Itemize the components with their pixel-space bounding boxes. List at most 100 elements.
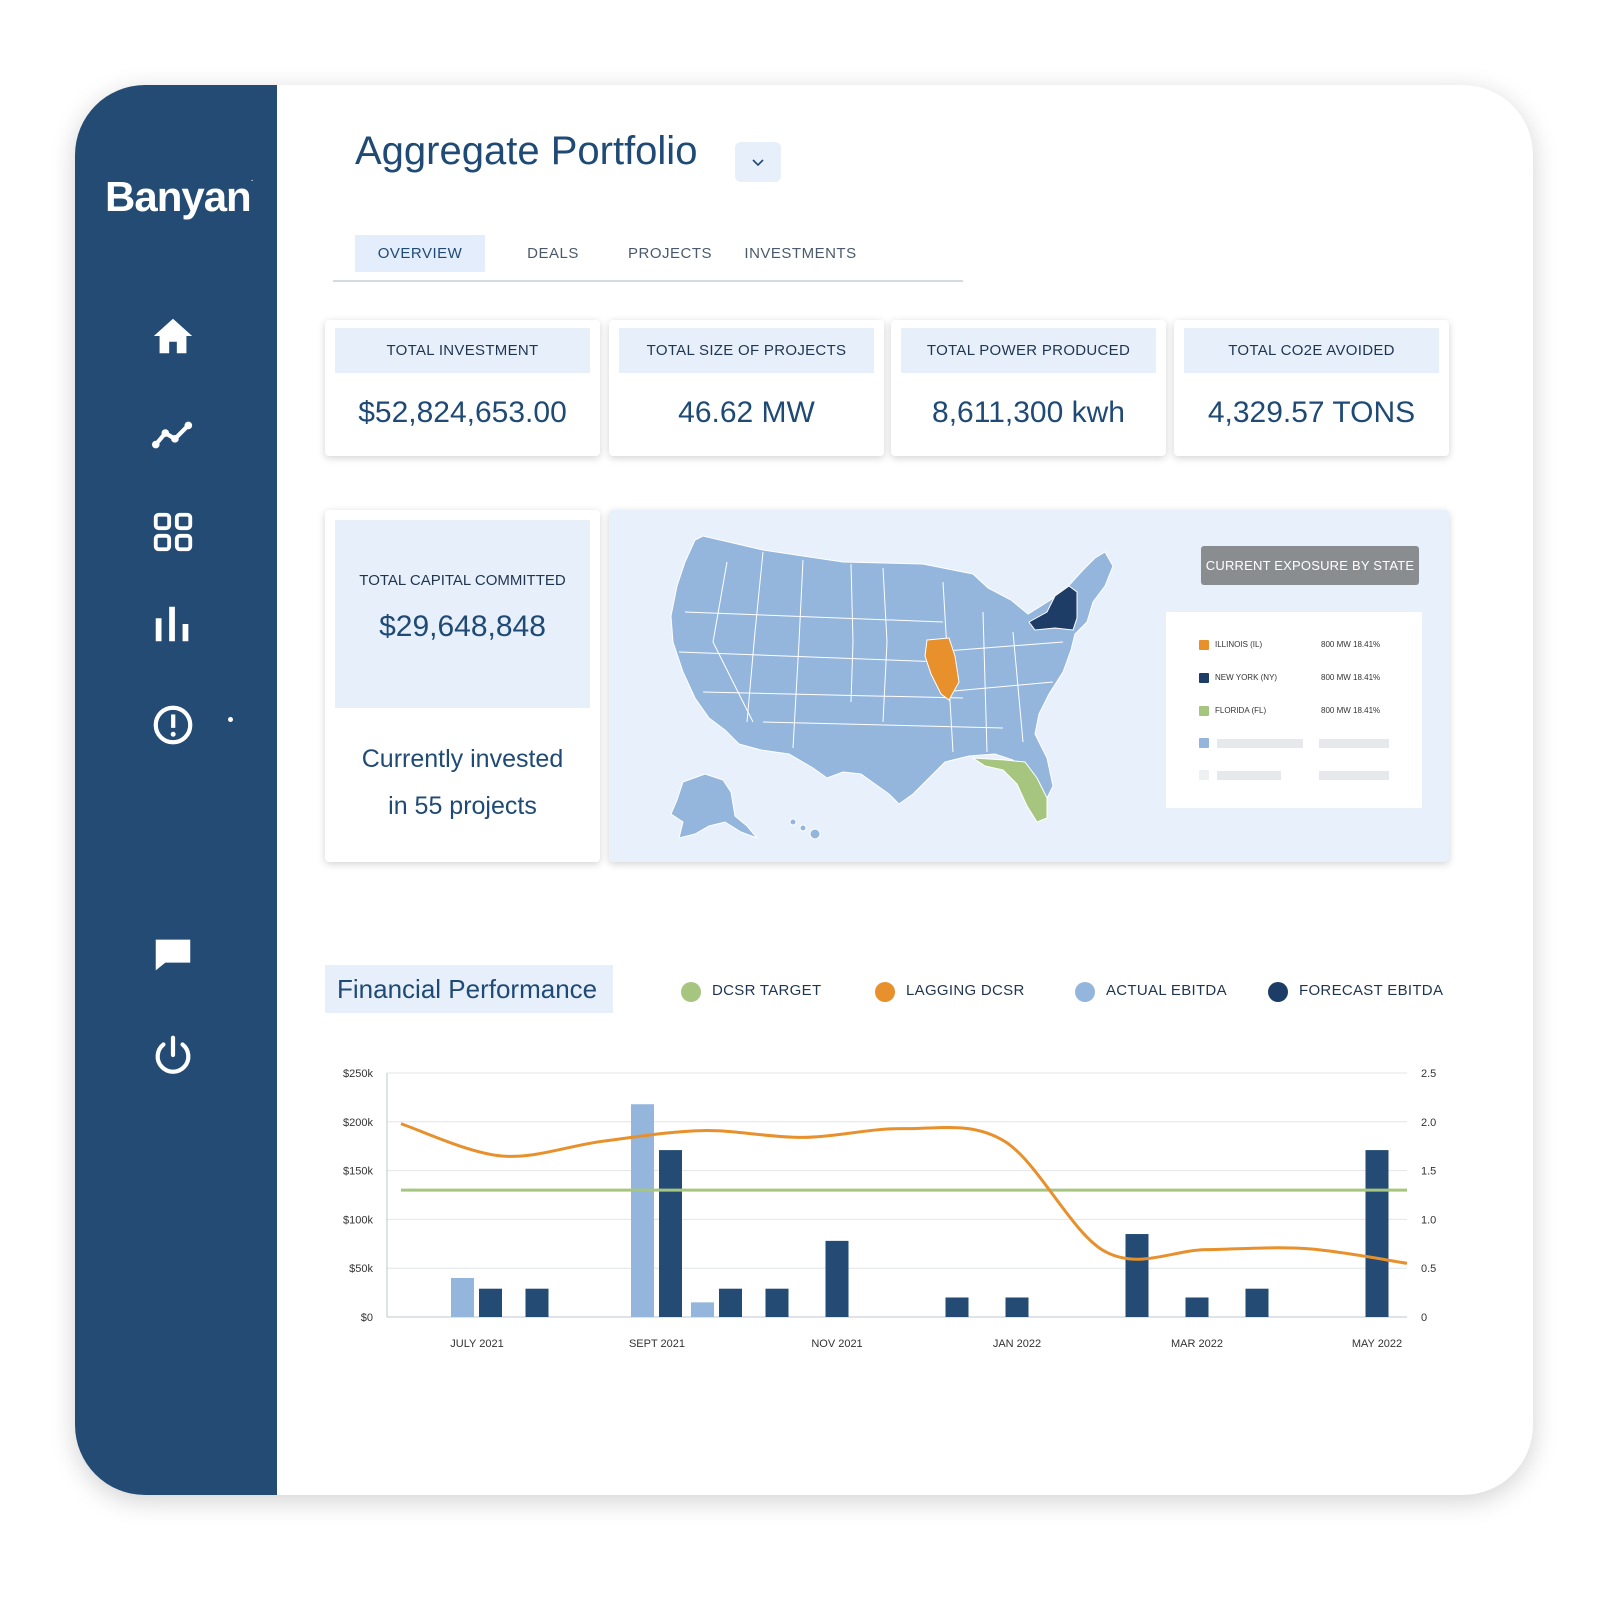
legend-dot	[681, 982, 701, 1002]
y-tick-label-right: 2.5	[1421, 1068, 1436, 1080]
tab-deals[interactable]: DEALS	[527, 245, 579, 262]
x-tick-label: JAN 2022	[993, 1338, 1041, 1350]
bar-forecast-ebitda	[1005, 1297, 1029, 1317]
state-florida	[971, 757, 1048, 823]
kpi-card-total-investment: TOTAL INVESTMENT $52,824,653.00	[325, 320, 600, 456]
kpi-value: 4,329.57 TONS	[1207, 396, 1416, 429]
y-tick-label-left: $200k	[343, 1117, 373, 1129]
kpi-value: $52,824,653.00	[358, 396, 567, 429]
alert-icon[interactable]	[148, 700, 198, 750]
legend-dot	[1075, 982, 1095, 1002]
bar-forecast-ebitda	[525, 1288, 549, 1317]
legend-dot	[875, 982, 895, 1002]
kpi-label: TOTAL SIZE OF PROJECTS	[619, 328, 874, 373]
legend-placeholder	[1217, 771, 1281, 780]
bar-forecast-ebitda	[1245, 1288, 1269, 1317]
kpi-label: TOTAL INVESTMENT	[335, 328, 590, 373]
legend-placeholder-swatch	[1199, 770, 1209, 780]
trend-line-icon[interactable]	[148, 410, 198, 460]
y-tick-label-left: $250k	[343, 1068, 373, 1080]
kpi-value: 46.62 MW	[678, 396, 815, 429]
legend-swatch	[1199, 706, 1209, 716]
tab-projects[interactable]: PROJECTS	[627, 245, 712, 262]
exposure-map-card: CURRENT EXPOSURE BY STATE ILLINOIS (IL) …	[609, 510, 1449, 862]
tab-bar: OVERVIEW DEALS PROJECTS INVESTMENTS	[333, 235, 963, 282]
power-icon[interactable]	[148, 1030, 198, 1080]
legend-placeholder	[1319, 739, 1389, 748]
bar-forecast-ebitda	[1185, 1297, 1209, 1317]
legend-row-illinois: ILLINOIS (IL) 800 MW 18.41%	[1199, 639, 1399, 651]
capital-value: $29,648,848	[379, 610, 546, 643]
x-tick-label: MAY 2022	[1352, 1338, 1402, 1350]
x-tick-label: SEPT 2021	[629, 1338, 685, 1350]
y-tick-label-left: $0	[361, 1312, 373, 1324]
app-window: Banyan. Aggregate Portfolio OVERVIE	[75, 85, 1533, 1495]
financial-title: Financial Performance	[325, 965, 613, 1013]
exposure-legend: ILLINOIS (IL) 800 MW 18.41% NEW YORK (NY…	[1166, 612, 1422, 808]
legend-dot	[1268, 982, 1288, 1002]
exposure-badge[interactable]: CURRENT EXPOSURE BY STATE	[1201, 546, 1419, 585]
notification-dot	[228, 717, 233, 722]
kpi-card-total-size: TOTAL SIZE OF PROJECTS 46.62 MW	[609, 320, 884, 456]
sidebar: Banyan.	[75, 85, 277, 1495]
lagging-dcsr-line	[400, 1122, 1408, 1265]
grid-icon[interactable]	[148, 507, 198, 557]
us-map[interactable]	[643, 522, 1123, 842]
y-tick-label-left: $150k	[343, 1166, 373, 1178]
legend-placeholder	[1319, 771, 1389, 780]
bar-forecast-ebitda	[1125, 1234, 1149, 1317]
bar-chart-icon[interactable]	[148, 599, 198, 649]
bar-actual-ebitda	[451, 1277, 474, 1317]
main-content: Aggregate Portfolio OVERVIEW DEALS PROJE…	[277, 85, 1533, 1495]
kpi-label: TOTAL POWER PRODUCED	[901, 328, 1156, 373]
y-tick-label-right: 0.5	[1421, 1263, 1436, 1275]
kpi-value: 8,611,300 kwh	[932, 396, 1125, 429]
bar-forecast-ebitda	[479, 1288, 502, 1317]
alaska	[670, 773, 759, 840]
state-illinois	[924, 637, 960, 701]
hawaii-3	[809, 828, 821, 840]
bar-actual-ebitda	[631, 1104, 654, 1317]
legend-swatch	[1199, 673, 1209, 683]
us-mainland	[670, 535, 1114, 805]
chat-icon[interactable]	[148, 930, 198, 980]
capital-summary: TOTAL CAPITAL COMMITTED $29,648,848	[335, 520, 590, 708]
tab-investments[interactable]: INVESTMENTS	[744, 245, 857, 262]
financial-chart: $0 0 $50k 0.5 $100k 1.0 $150k 1.5 $200k 2.0 $250k 2…	[343, 1068, 1436, 1350]
bar-forecast-ebitda	[1365, 1150, 1389, 1317]
x-tick-label: JULY 2021	[450, 1338, 503, 1350]
portfolio-dropdown[interactable]	[735, 142, 781, 182]
kpi-card-co2e-avoided: TOTAL CO2E AVOIDED 4,329.57 TONS	[1174, 320, 1449, 456]
bar-forecast-ebitda	[765, 1288, 789, 1317]
bar-forecast-ebitda	[659, 1150, 682, 1317]
home-icon[interactable]	[148, 311, 198, 361]
legend-row-new-york: NEW YORK (NY) 800 MW 18.41%	[1199, 672, 1399, 684]
page-title: Aggregate Portfolio	[355, 129, 698, 173]
y-tick-label-right: 2.0	[1421, 1117, 1436, 1129]
y-tick-label-left: $50k	[349, 1263, 373, 1275]
capital-label: TOTAL CAPITAL COMMITTED	[359, 572, 566, 589]
invested-projects-text: Currently invested in 55 projects	[361, 745, 564, 820]
legend-row-florida: FLORIDA (FL) 800 MW 18.41%	[1199, 705, 1399, 717]
kpi-label: TOTAL CO2E AVOIDED	[1184, 328, 1439, 373]
y-tick-label-left: $100k	[343, 1214, 373, 1226]
bar-forecast-ebitda	[945, 1297, 969, 1317]
legend-placeholder-swatch	[1199, 738, 1209, 748]
bar-forecast-ebitda	[719, 1288, 742, 1317]
legend-placeholder	[1217, 739, 1303, 748]
x-tick-label: NOV 2021	[811, 1338, 862, 1350]
capital-card: TOTAL CAPITAL COMMITTED $29,648,848 Curr…	[325, 510, 600, 862]
tab-overview[interactable]: OVERVIEW	[355, 235, 485, 272]
hawaii-1	[789, 818, 797, 826]
state-new-york	[1028, 585, 1078, 631]
x-tick-label: MAR 2022	[1171, 1338, 1223, 1350]
bar-actual-ebitda	[691, 1302, 714, 1317]
y-tick-label-right: 1.5	[1421, 1166, 1436, 1178]
legend-swatch	[1199, 640, 1209, 650]
chevron-down-icon	[752, 159, 764, 167]
y-tick-label-right: 0	[1421, 1312, 1427, 1324]
bar-forecast-ebitda	[825, 1240, 849, 1317]
y-tick-label-right: 1.0	[1421, 1214, 1436, 1226]
hawaii-2	[799, 824, 807, 832]
kpi-card-total-power: TOTAL POWER PRODUCED 8,611,300 kwh	[891, 320, 1166, 456]
